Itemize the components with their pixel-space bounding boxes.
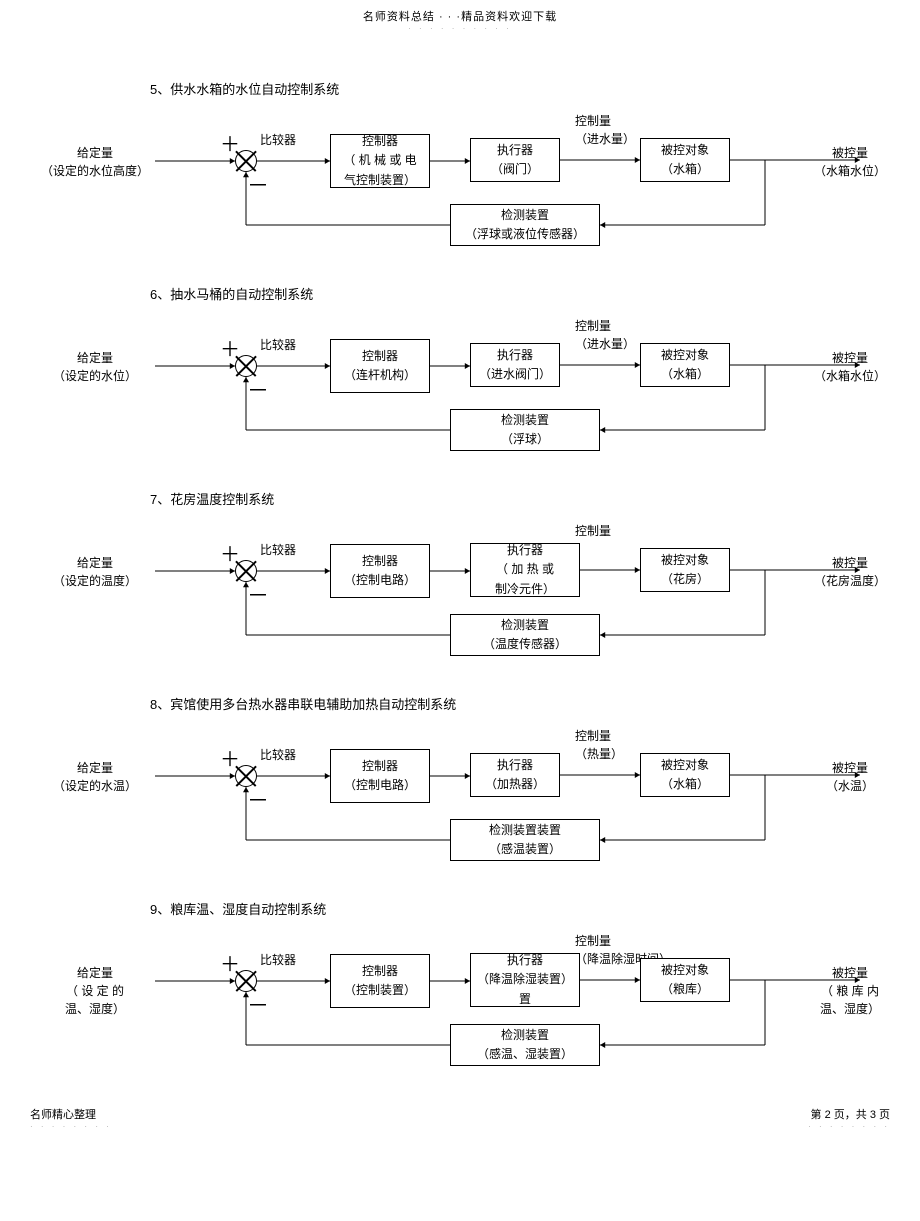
object-box: 被控对象（粮库）: [640, 958, 730, 1002]
minus-symbol: －: [247, 988, 269, 1020]
section-title: 8、宾馆使用多台热水器串联电辅助加热自动控制系统: [150, 694, 890, 713]
footer-dots-left: · · · · · · · ·: [30, 1122, 112, 1131]
detector-box: 检测装置（浮球或液位传感器）: [450, 204, 600, 246]
header-dots: · · · · · · · · · ·: [0, 24, 920, 33]
section-title: 6、抽水马桶的自动控制系统: [150, 284, 890, 303]
actuator-box: 执行器（进水阀门）: [470, 343, 560, 387]
detector-box: 检测装置（浮球）: [450, 409, 600, 451]
footer-right: 第 2 页，共 3 页: [808, 1106, 890, 1122]
footer-left: 名师精心整理: [30, 1106, 112, 1122]
output-label: 被控量（花房温度）: [800, 554, 900, 590]
comparator-label: 比较器: [260, 336, 296, 354]
input-label: 给定量（设定的水温）: [30, 759, 160, 795]
minus-symbol: －: [247, 578, 269, 610]
detector-box: 检测装置（温度传感器）: [450, 614, 600, 656]
input-label: 给定量（设定的水位）: [30, 349, 160, 385]
minus-symbol: －: [247, 783, 269, 815]
section-title: 7、花房温度控制系统: [150, 489, 890, 508]
input-label: 给定量（设定的温度）: [30, 554, 160, 590]
control-diagram: 给定量（设定的水位）＋比较器－控制器（连杆机构）执行器（进水阀门）控制量（进水量…: [30, 311, 890, 461]
control-diagram: 给定量（设定的温度）＋比较器－控制器（控制电路）执行器（ 加 热 或制冷元件）控…: [30, 516, 890, 666]
comparator-label: 比较器: [260, 541, 296, 559]
header-text: 名师资料总结 · · ·精品资料欢迎下载: [0, 8, 920, 24]
comparator-label: 比较器: [260, 951, 296, 969]
controller-box: 控制器（控制电路）: [330, 544, 430, 598]
object-box: 被控对象（水箱）: [640, 343, 730, 387]
page-header: 名师资料总结 · · ·精品资料欢迎下载 · · · · · · · · · ·: [0, 0, 920, 41]
comparator-label: 比较器: [260, 746, 296, 764]
control-diagram: 给定量（设定的水温）＋比较器－控制器（控制电路）执行器（加热器）控制量（热量）被…: [30, 721, 890, 871]
output-label: 被控量（ 粮 库 内温、湿度）: [800, 964, 900, 1018]
output-label: 被控量（水温）: [800, 759, 900, 795]
output-label: 被控量（水箱水位）: [800, 349, 900, 385]
actuator-box: 执行器（阀门）: [470, 138, 560, 182]
page-footer: 名师精心整理 · · · · · · · · 第 2 页，共 3 页 · · ·…: [0, 1096, 920, 1141]
section-title: 5、供水水箱的水位自动控制系统: [150, 79, 890, 98]
controller-box: 控制器（ 机 械 或 电气控制装置）: [330, 134, 430, 188]
control-qty-label: 控制量: [575, 522, 695, 540]
controller-box: 控制器（连杆机构）: [330, 339, 430, 393]
detector-box: 检测装置（感温、湿装置）: [450, 1024, 600, 1066]
actuator-box: 执行器（ 加 热 或制冷元件）: [470, 543, 580, 597]
minus-symbol: －: [247, 168, 269, 200]
page-content: 5、供水水箱的水位自动控制系统 给定量（设定的水位高度）＋比较器－控制器（ 机 …: [0, 41, 920, 1096]
object-box: 被控对象（花房）: [640, 548, 730, 592]
actuator-box: 执行器（加热器）: [470, 753, 560, 797]
minus-symbol: －: [247, 373, 269, 405]
input-label: 给定量（设定的水位高度）: [30, 144, 160, 180]
section-title: 9、粮库温、湿度自动控制系统: [150, 899, 890, 918]
footer-dots-right: · · · · · · · ·: [808, 1122, 890, 1131]
object-box: 被控对象（水箱）: [640, 753, 730, 797]
control-diagram: 给定量（设定的水位高度）＋比较器－控制器（ 机 械 或 电气控制装置）执行器（阀…: [30, 106, 890, 256]
comparator-label: 比较器: [260, 131, 296, 149]
controller-box: 控制器（控制电路）: [330, 749, 430, 803]
input-label: 给定量（ 设 定 的温、湿度）: [30, 964, 160, 1018]
output-label: 被控量（水箱水位）: [800, 144, 900, 180]
detector-box: 检测装置装置（感温装置）: [450, 819, 600, 861]
actuator-box: 执行器（降温除湿装置）置: [470, 953, 580, 1007]
controller-box: 控制器（控制装置）: [330, 954, 430, 1008]
control-diagram: 给定量（ 设 定 的温、湿度）＋比较器－控制器（控制装置）执行器（降温除湿装置）…: [30, 926, 890, 1076]
object-box: 被控对象（水箱）: [640, 138, 730, 182]
